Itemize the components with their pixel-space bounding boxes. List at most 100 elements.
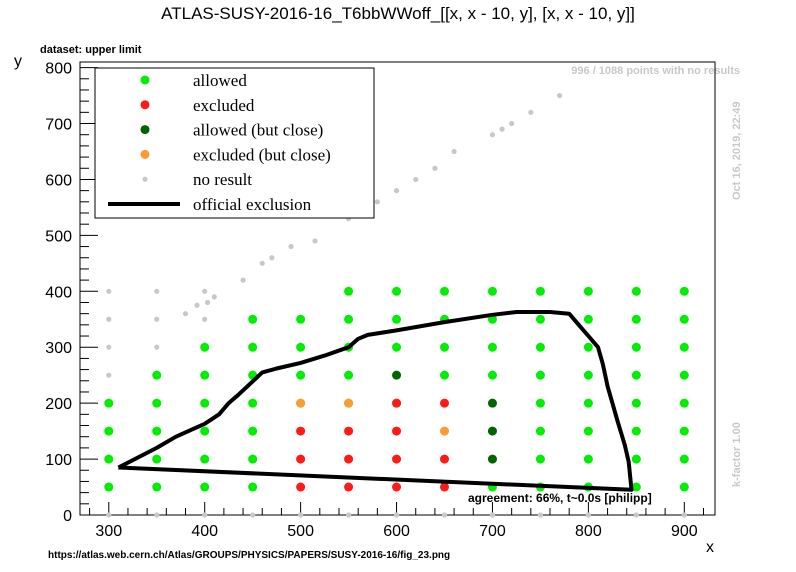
point-allowed	[344, 286, 354, 296]
point-excluded	[440, 454, 450, 464]
point-allowed	[487, 370, 497, 380]
point-excluded	[440, 398, 450, 408]
point-allowed	[392, 286, 402, 296]
x-tick-label: 500	[287, 523, 314, 540]
point-allowed	[535, 398, 545, 408]
point-no-result	[269, 255, 275, 261]
point-excluded-close	[296, 398, 306, 408]
x-tick-label: 900	[671, 523, 698, 540]
point-allowed	[104, 398, 114, 408]
point-allowed-close	[487, 454, 497, 464]
point-allowed	[583, 454, 593, 464]
agreement-note: agreement: 66%, t~0.0s [philipp]	[468, 491, 652, 505]
tick-labels: 300 400 500 600 700 800 900 0 100 200 300 400 500 600…	[45, 61, 697, 540]
point-excluded	[392, 482, 402, 492]
point-allowed	[152, 398, 162, 408]
point-no-result	[106, 316, 112, 322]
point-no-result	[202, 288, 208, 294]
dataset-label: dataset: upper limit	[40, 44, 142, 56]
point-no-result	[489, 512, 496, 518]
point-allowed	[487, 286, 497, 296]
x-axis-title: x	[706, 539, 714, 556]
point-allowed	[152, 454, 162, 464]
point-excluded	[440, 482, 450, 492]
point-no-result	[194, 302, 200, 308]
point-allowed	[535, 454, 545, 464]
point-allowed	[440, 370, 450, 380]
point-allowed	[248, 314, 258, 324]
point-allowed	[200, 342, 210, 352]
point-allowed	[583, 314, 593, 324]
point-allowed	[248, 482, 258, 492]
legend-marker-allowed-close	[140, 125, 150, 135]
point-no-result	[393, 512, 400, 518]
point-no-result	[537, 512, 544, 518]
point-allowed	[679, 454, 689, 464]
point-excluded-close	[440, 426, 450, 436]
point-allowed	[104, 426, 114, 436]
point-no-result	[441, 512, 448, 518]
point-excluded	[344, 482, 354, 492]
point-no-result	[413, 176, 419, 183]
y-tick-label: 600	[45, 172, 72, 189]
point-allowed	[296, 370, 306, 380]
y-tick-label: 300	[45, 340, 72, 357]
point-allowed	[631, 370, 641, 380]
point-allowed	[535, 370, 545, 380]
point-no-result	[154, 512, 160, 518]
point-excluded-close	[344, 398, 354, 408]
point-allowed	[631, 398, 641, 408]
point-no-result	[345, 512, 352, 518]
point-allowed	[344, 314, 354, 324]
point-allowed	[679, 398, 689, 408]
official-exclusion-line	[117, 310, 634, 492]
point-no-result	[374, 199, 380, 205]
x-tick-label: 400	[191, 523, 218, 540]
point-allowed	[248, 426, 258, 436]
point-allowed	[631, 454, 641, 464]
points-note: 996 / 1088 points with no results	[571, 65, 740, 77]
source-url: https://atlas.web.cern.ch/Atlas/GROUPS/P…	[48, 550, 450, 561]
point-no-result	[509, 120, 515, 127]
point-excluded	[296, 454, 306, 464]
y-tick-label: 400	[45, 284, 72, 301]
x-tick-label: 800	[575, 523, 602, 540]
point-allowed	[152, 370, 162, 380]
legend-label: excluded	[193, 96, 255, 115]
point-allowed	[200, 454, 210, 464]
point-allowed	[583, 286, 593, 296]
point-no-result	[432, 165, 438, 171]
point-allowed	[200, 426, 210, 436]
point-excluded	[344, 454, 354, 464]
point-allowed	[535, 426, 545, 436]
point-allowed	[200, 482, 210, 492]
point-allowed	[583, 426, 593, 436]
point-no-result	[489, 132, 496, 138]
point-no-result	[106, 512, 112, 518]
point-excluded	[392, 454, 402, 464]
point-no-result	[154, 344, 160, 350]
point-allowed	[104, 482, 114, 492]
point-allowed	[392, 342, 402, 352]
point-no-result	[298, 512, 304, 518]
point-allowed	[631, 342, 641, 352]
point-excluded	[296, 482, 306, 492]
point-excluded	[392, 398, 402, 408]
point-no-result	[202, 316, 208, 322]
point-allowed	[631, 286, 641, 296]
legend-box	[94, 67, 375, 219]
axis-ticks	[80, 67, 704, 516]
point-no-result	[451, 148, 457, 155]
point-allowed	[200, 370, 210, 380]
point-allowed	[583, 370, 593, 380]
point-excluded	[392, 426, 402, 436]
legend-entries: allowed excluded allowed (but close) exclud…	[108, 71, 331, 214]
point-allowed	[583, 342, 593, 352]
legend-label: allowed	[193, 71, 247, 90]
point-no-result	[182, 311, 189, 317]
point-allowed	[392, 314, 402, 324]
chart-title: ATLAS-SUSY-2016-16_T6bbWWoff_[[x, x - 10…	[161, 4, 635, 23]
x-tick-label: 600	[383, 523, 410, 540]
point-allowed	[535, 314, 545, 324]
